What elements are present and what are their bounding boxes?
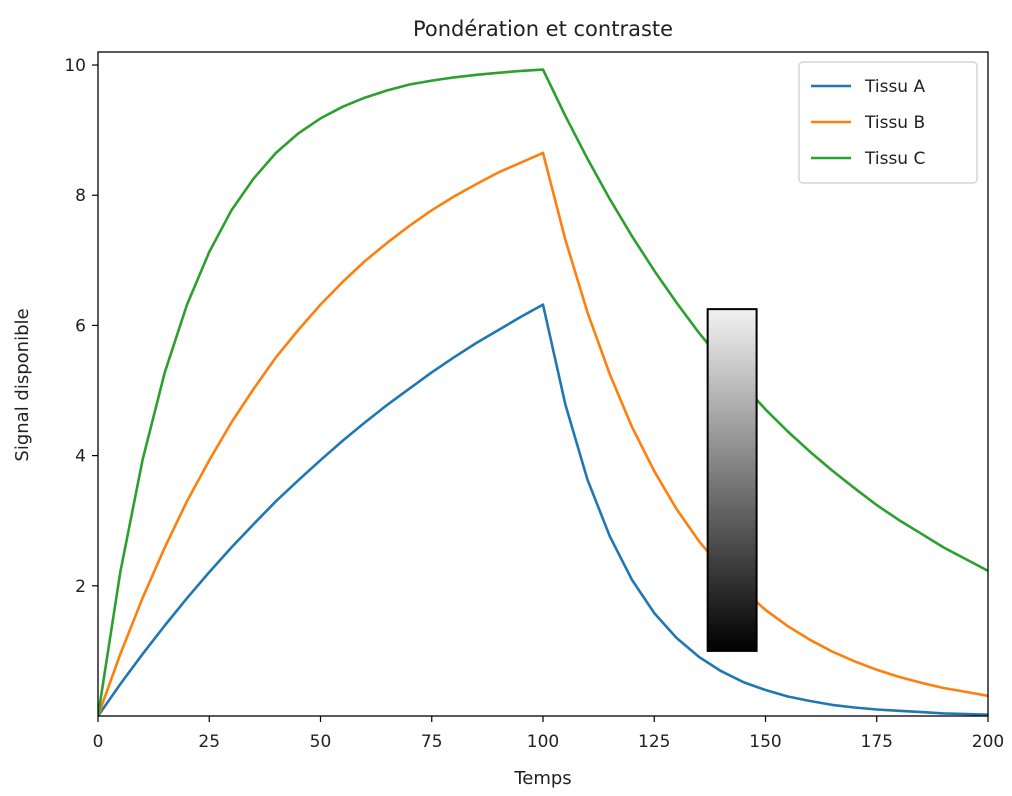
legend: Tissu A Tissu B Tissu C: [798, 61, 978, 184]
y-tick-label: 8: [75, 186, 86, 206]
x-axis-title: Temps: [513, 768, 571, 789]
legend-box: [798, 61, 978, 184]
legend-label: Tissu A: [864, 77, 925, 97]
y-tick-label: 6: [75, 316, 86, 336]
series-line-2: [98, 151, 988, 716]
y-axis-title: Signal disponible: [12, 308, 33, 461]
grayscale-colorbar: [706, 308, 758, 652]
series-line-1: [98, 303, 988, 716]
x-tick-label: 0: [93, 732, 104, 752]
x-tick-label: 75: [421, 732, 443, 752]
x-tick-label: 25: [198, 732, 220, 752]
legend-label: Tissu C: [864, 149, 925, 169]
y-tick-label: 2: [75, 577, 86, 597]
series-line-3: [98, 68, 988, 716]
axes: 0 25 50 75 100 125 150 175 200 2 4 6 8 10: [64, 51, 1004, 752]
plot-area: [98, 68, 988, 716]
x-tick-label: 125: [638, 732, 670, 752]
x-tick-label: 175: [861, 732, 893, 752]
x-tick-label: 150: [749, 732, 781, 752]
x-tick-label: 100: [527, 732, 559, 752]
x-tick-label: 200: [972, 732, 1004, 752]
chart-title: Pondération et contraste: [413, 17, 673, 41]
y-tick-label: 4: [75, 447, 86, 467]
y-tick-label: 10: [64, 56, 86, 76]
series-lines: [98, 68, 988, 716]
legend-label: Tissu B: [864, 113, 925, 133]
x-tick-label: 50: [310, 732, 332, 752]
